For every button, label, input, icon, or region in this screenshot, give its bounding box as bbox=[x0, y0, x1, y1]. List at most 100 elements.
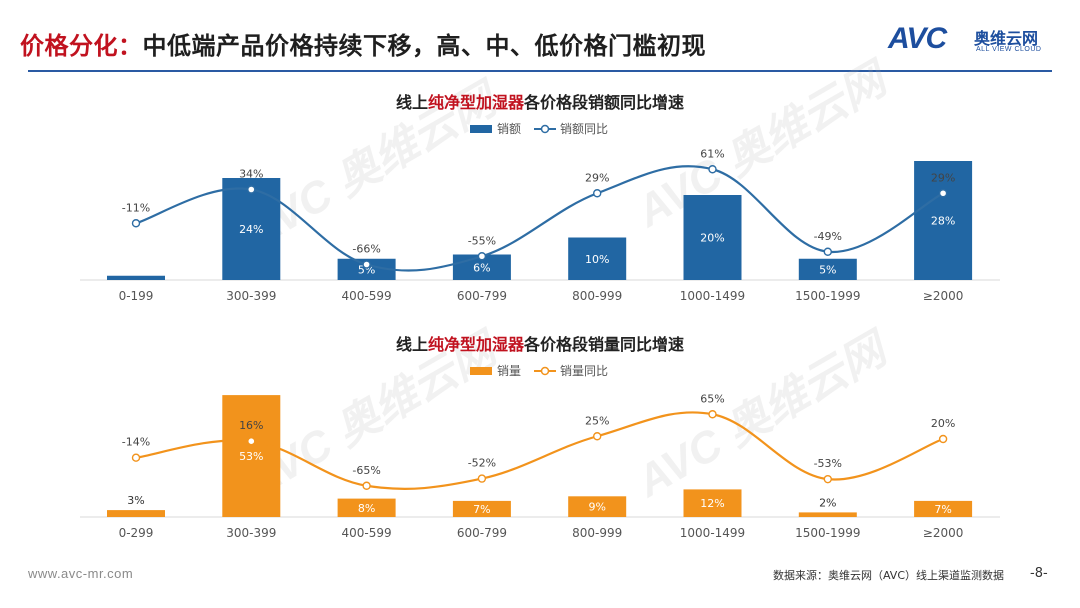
x-tick-label: ≥2000 bbox=[923, 289, 964, 303]
page-title-highlight: 价格分化： bbox=[20, 32, 143, 60]
x-tick-label: 1500-1999 bbox=[795, 526, 860, 540]
bar-label: 5% bbox=[819, 263, 836, 276]
x-tick-label: 600-799 bbox=[457, 289, 507, 303]
line-point bbox=[938, 434, 948, 444]
line-point bbox=[131, 453, 141, 462]
legend-bar-label: 销量 bbox=[497, 364, 521, 378]
legend-bar-label: 销额 bbox=[497, 122, 521, 136]
line-point bbox=[247, 436, 256, 446]
line-point bbox=[247, 185, 256, 194]
bar bbox=[452, 500, 511, 517]
header-divider bbox=[28, 70, 1052, 72]
bar bbox=[107, 510, 165, 517]
bar bbox=[683, 195, 742, 280]
bar bbox=[107, 275, 165, 280]
line-label: -11% bbox=[122, 201, 150, 214]
bar-label: 53% bbox=[239, 450, 263, 463]
line-point bbox=[131, 219, 141, 228]
line-point bbox=[823, 474, 832, 484]
line-label: 29% bbox=[585, 171, 609, 184]
x-tick-label: 1000-1499 bbox=[680, 289, 745, 303]
bar-label: 9% bbox=[588, 501, 605, 514]
bar bbox=[222, 395, 281, 517]
x-tick-label: 1500-1999 bbox=[795, 289, 860, 303]
bar bbox=[222, 178, 281, 280]
line-point bbox=[593, 189, 602, 198]
footer-source: 数据来源：奥维云网（AVC）线上渠道监测数据 bbox=[772, 569, 1004, 582]
x-tick-label: 400-599 bbox=[342, 526, 392, 540]
line-label: -55% bbox=[468, 234, 496, 247]
line-label: 16% bbox=[239, 419, 263, 432]
line-point bbox=[708, 165, 717, 174]
bar bbox=[798, 258, 857, 280]
legend-bar-swatch bbox=[470, 125, 492, 133]
x-tick-label: 300-399 bbox=[226, 289, 276, 303]
legend-line-marker bbox=[540, 366, 550, 376]
line-label: 61% bbox=[700, 147, 724, 160]
bar bbox=[914, 161, 973, 280]
bar bbox=[337, 498, 396, 517]
x-tick-label: 0-199 bbox=[119, 289, 154, 303]
legend-line-label: 销额同比 bbox=[560, 122, 608, 136]
page-title-rest: 中低端产品价格持续下移，高、中、低价格门槛初现 bbox=[142, 32, 706, 60]
bar-label: 7% bbox=[934, 503, 951, 516]
line-label: -66% bbox=[352, 243, 380, 256]
bar-label: 3% bbox=[127, 494, 144, 507]
line-label: -49% bbox=[814, 230, 842, 243]
bar-label: 6% bbox=[473, 261, 490, 274]
bar-label: 10% bbox=[585, 253, 609, 266]
footer-url: www.avc-mr.com bbox=[28, 566, 134, 581]
line-point bbox=[477, 252, 487, 261]
x-tick-label: 300-399 bbox=[226, 526, 276, 540]
bar bbox=[683, 489, 742, 517]
bar bbox=[568, 496, 627, 517]
line-point bbox=[593, 432, 602, 441]
chart-title: 线上纯净型加湿器各价格段销额同比增速 bbox=[396, 93, 684, 112]
chart-title-highlight: 纯净型加湿器 bbox=[428, 93, 525, 112]
bar-label: 2% bbox=[819, 496, 836, 509]
x-tick-label: 800-999 bbox=[572, 289, 622, 303]
line-point bbox=[938, 189, 948, 198]
logo-name-en: ALL VIEW CLOUD bbox=[976, 46, 1042, 53]
x-tick-label: 0-299 bbox=[119, 526, 154, 540]
chart-title-post: 各价格段销量同比增速 bbox=[523, 335, 684, 354]
line-label: -52% bbox=[468, 457, 496, 470]
x-tick-label: 400-599 bbox=[342, 289, 392, 303]
x-tick-label: ≥2000 bbox=[923, 526, 964, 540]
avc-logo: AVC 奥维云网 ALL VIEW CLOUD bbox=[888, 22, 1058, 62]
line-label: 34% bbox=[239, 168, 263, 181]
series-line bbox=[135, 411, 944, 490]
line-point bbox=[708, 410, 717, 419]
line-label: -14% bbox=[122, 436, 150, 449]
line-point bbox=[362, 260, 371, 269]
bar-label: 12% bbox=[700, 497, 724, 510]
legend-line-label: 销量同比 bbox=[560, 364, 608, 378]
bar-label: 28% bbox=[931, 215, 955, 228]
chart-title-highlight: 纯净型加湿器 bbox=[428, 335, 525, 354]
bar-label: 8% bbox=[358, 502, 375, 515]
line-label: 20% bbox=[931, 417, 955, 430]
logo-name-cn: 奥维云网 bbox=[974, 29, 1039, 48]
line-point bbox=[823, 247, 832, 256]
x-tick-label: 600-799 bbox=[457, 526, 507, 540]
chart-title-post: 各价格段销额同比增速 bbox=[523, 93, 684, 112]
line-label: 29% bbox=[931, 171, 955, 184]
bar bbox=[337, 258, 396, 280]
chart-title-pre: 线上 bbox=[396, 335, 428, 354]
page-number: -8- bbox=[1030, 566, 1048, 581]
page-title: 价格分化：中低端产品价格持续下移，高、中、低价格门槛初现 bbox=[20, 26, 706, 61]
line-label: 65% bbox=[700, 392, 724, 405]
chart-title-pre: 线上 bbox=[396, 93, 428, 112]
legend-bar-swatch bbox=[470, 367, 492, 375]
x-tick-label: 800-999 bbox=[572, 526, 622, 540]
line-label: -65% bbox=[352, 464, 380, 477]
line-label: -53% bbox=[814, 457, 842, 470]
line-point bbox=[362, 481, 371, 490]
bar bbox=[798, 512, 857, 517]
legend-line-marker bbox=[540, 124, 550, 134]
bar-label: 20% bbox=[700, 232, 724, 245]
line-label: 25% bbox=[585, 414, 609, 427]
bar bbox=[568, 237, 627, 280]
